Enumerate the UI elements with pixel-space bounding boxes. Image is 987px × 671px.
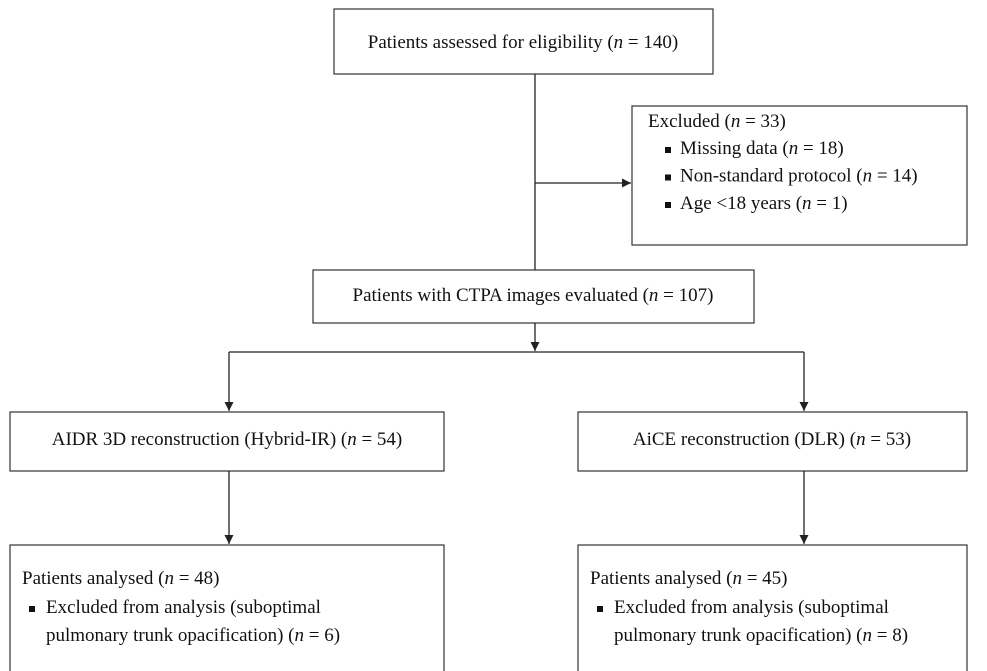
italic-text: n (863, 166, 873, 187)
text-segment: Age <18 years ( (680, 193, 802, 214)
text-line: AiCE reconstruction (DLR) (n = 53) (633, 429, 911, 450)
excluded-box (631, 105, 968, 246)
text-line: Patients analysed (n = 48) (22, 568, 220, 589)
italic-text: n (856, 429, 866, 450)
italic-text: n (863, 625, 873, 646)
text-segment: Patients with CTPA images evaluated ( (353, 285, 649, 306)
text-segment: Patients analysed ( (590, 568, 732, 589)
text-segment: Missing data ( (680, 138, 789, 159)
text-line: Patients assessed for eligibility (n = 1… (368, 32, 678, 53)
bullet (665, 202, 671, 208)
text-segment: = 33) (740, 111, 786, 132)
text-segment: AiCE reconstruction (DLR) ( (633, 429, 856, 450)
text-line: Excluded from analysis (suboptimal (614, 597, 889, 618)
text-line: pulmonary trunk opacification) (n = 6) (46, 625, 340, 646)
text-segment: AIDR 3D reconstruction (Hybrid-IR) ( (52, 429, 347, 450)
text-segment: Patients assessed for eligibility ( (368, 32, 614, 53)
text-line: AIDR 3D reconstruction (Hybrid-IR) (n = … (52, 429, 403, 450)
text-segment: Non-standard protocol ( (680, 166, 863, 187)
text-segment: = 14) (872, 166, 918, 187)
analysed-box (9, 544, 445, 671)
italic-text: n (802, 193, 812, 214)
text-line: Missing data (n = 18) (680, 138, 844, 159)
eligibility-box (333, 8, 714, 75)
evaluated-box (312, 269, 755, 324)
text-line: pulmonary trunk opacification) (n = 8) (614, 625, 908, 646)
text-segment: = 45) (742, 568, 788, 589)
italic-text: n (731, 111, 741, 132)
text-segment: Excluded ( (648, 111, 731, 132)
text-segment: = 8) (872, 625, 908, 646)
arm-box (577, 411, 968, 472)
text-line: Non-standard protocol (n = 14) (680, 166, 918, 187)
italic-text: n (732, 568, 742, 589)
text-segment: pulmonary trunk opacification) ( (614, 625, 863, 646)
text-segment: pulmonary trunk opacification) ( (46, 625, 295, 646)
text-line: Age <18 years (n = 1) (680, 193, 848, 214)
bullet (29, 606, 35, 612)
analysed-box (577, 544, 968, 671)
text-segment: Patients analysed ( (22, 568, 164, 589)
text-line: Excluded from analysis (suboptimal (46, 597, 321, 618)
text-segment: = 6) (304, 625, 340, 646)
italic-text: n (347, 429, 357, 450)
italic-text: n (164, 568, 174, 589)
text-line: Excluded (n = 33) (648, 111, 786, 132)
text-segment: Excluded from analysis (suboptimal (614, 597, 889, 618)
text-segment: = 48) (174, 568, 220, 589)
italic-text: n (789, 138, 799, 159)
italic-text: n (649, 285, 659, 306)
italic-text: n (295, 625, 305, 646)
italic-text: n (614, 32, 624, 53)
bullet (597, 606, 603, 612)
text-line: Patients analysed (n = 45) (590, 568, 788, 589)
text-segment: = 54) (357, 429, 403, 450)
text-segment: = 107) (658, 285, 713, 306)
text-segment: = 140) (623, 32, 678, 53)
bullet (665, 174, 671, 181)
text-segment: Excluded from analysis (suboptimal (46, 597, 321, 618)
bullet (665, 147, 671, 153)
text-segment: = 18) (798, 138, 844, 159)
text-segment: = 1) (812, 193, 848, 214)
text-line: Patients with CTPA images evaluated (n =… (353, 285, 714, 306)
arm-box (9, 411, 445, 472)
text-segment: = 53) (866, 429, 912, 450)
